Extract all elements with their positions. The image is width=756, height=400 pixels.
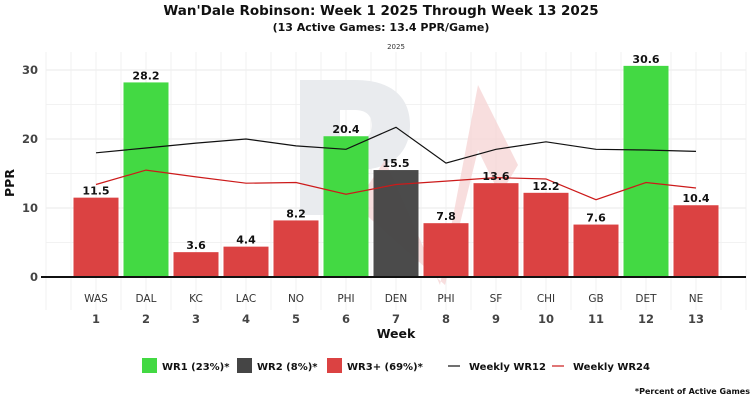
opponent-label: CHI xyxy=(537,293,555,305)
bar-week-1 xyxy=(73,197,119,277)
bar-week-4 xyxy=(223,246,269,277)
bar-value-label: 13.6 xyxy=(482,170,509,183)
line-weekly-wr12 xyxy=(95,126,697,164)
legend-swatch xyxy=(237,358,252,373)
legend-swatch xyxy=(327,358,342,373)
bar-value-label: 30.6 xyxy=(632,53,659,66)
bar-value-label: 4.4 xyxy=(236,234,256,247)
opponent-label: NO xyxy=(288,293,304,305)
bar-value-label: 20.4 xyxy=(332,123,359,136)
bar-week-7 xyxy=(373,170,419,277)
bar-value-label: 10.4 xyxy=(682,192,709,205)
bar-week-13 xyxy=(673,205,719,277)
week-tick-label: 2 xyxy=(142,312,150,326)
week-tick-label: 5 xyxy=(292,312,300,326)
line-weekly-wr24 xyxy=(95,169,697,201)
legend-label: WR1 (23%)* xyxy=(162,362,230,373)
week-tick-label: 3 xyxy=(192,312,200,326)
season-tag: 2025 xyxy=(387,43,405,51)
opponent-label: PHI xyxy=(337,293,354,305)
opponent-label: KC xyxy=(189,293,203,305)
week-tick-label: 6 xyxy=(342,312,350,326)
legend-label: Weekly WR24 xyxy=(573,362,650,373)
bar-week-2 xyxy=(123,82,169,277)
bar-value-label: 7.6 xyxy=(586,212,606,225)
bar-labels-layer: 11.5 28.2 3.6 4.4 8.2 20.4 15.5 7.8 13.6 12.2 7.6 3… xyxy=(82,53,709,252)
bar-week-9 xyxy=(473,183,519,277)
opponent-label: PHI xyxy=(437,293,454,305)
bar-value-label: 3.6 xyxy=(186,239,206,252)
week-tick-label: 13 xyxy=(688,312,704,326)
opponent-label: DET xyxy=(635,293,657,305)
bar-week-5 xyxy=(273,220,319,277)
y-tick-label: 30 xyxy=(22,63,38,77)
lines-layer xyxy=(95,126,697,201)
opponent-label: NE xyxy=(689,293,704,305)
footnote: *Percent of Active Games xyxy=(635,387,750,396)
week-tick-label: 4 xyxy=(242,312,250,326)
bar-value-label: 8.2 xyxy=(286,207,306,220)
week-tick-label: 11 xyxy=(588,312,604,326)
bar-value-label: 15.5 xyxy=(382,157,409,170)
y-tick-labels: 0 10 20 30 xyxy=(22,63,38,284)
week-tick-label: 9 xyxy=(492,312,500,326)
y-axis-label: PPR xyxy=(2,169,17,197)
week-tick-label: 8 xyxy=(442,312,450,326)
bar-value-label: 12.2 xyxy=(532,180,559,193)
opponent-label: DEN xyxy=(385,293,408,305)
bars-layer xyxy=(73,65,719,277)
legend-label: WR3+ (69%)* xyxy=(347,362,424,373)
legend-swatch xyxy=(142,358,157,373)
chart-title: Wan'Dale Robinson: Week 1 2025 Through W… xyxy=(163,3,598,19)
legend-label: WR2 (8%)* xyxy=(257,362,318,373)
opponent-label: SF xyxy=(490,293,503,305)
opponent-label: GB xyxy=(588,293,603,305)
bar-week-8 xyxy=(423,223,469,277)
bar-value-label: 7.8 xyxy=(436,210,456,223)
bar-value-label: 28.2 xyxy=(132,69,159,82)
bar-week-10 xyxy=(523,192,569,277)
bar-week-11 xyxy=(573,224,619,277)
opponent-label: DAL xyxy=(136,293,157,305)
week-tick-label: 7 xyxy=(392,312,400,326)
bar-week-12 xyxy=(623,65,669,277)
y-tick-label: 10 xyxy=(22,201,38,215)
week-tick-label: 12 xyxy=(638,312,654,326)
opponent-label: LAC xyxy=(236,293,256,305)
bar-week-6 xyxy=(323,136,369,277)
opponent-label: WAS xyxy=(84,293,108,305)
chart-subtitle: (13 Active Games: 13.4 PPR/Game) xyxy=(273,21,490,34)
week-tick-label: 10 xyxy=(538,312,554,326)
legend-label: Weekly WR12 xyxy=(469,362,546,373)
bar-week-3 xyxy=(173,252,219,277)
y-tick-label: 20 xyxy=(22,132,38,146)
bar-value-label: 11.5 xyxy=(82,185,109,198)
x-axis-label: Week xyxy=(377,326,416,341)
x-tick-labels: WAS 1 DAL 2 KC 3 LAC 4 NO 5 PHI 6 DEN 7 PHI 8 SF 9 CHI 10 GB… xyxy=(84,293,704,326)
legend: WR1 (23%)* WR2 (8%)* WR3+ (69%)* Weekly WR1… xyxy=(142,358,650,373)
y-tick-label: 0 xyxy=(30,270,38,284)
week-tick-label: 1 xyxy=(92,312,100,326)
